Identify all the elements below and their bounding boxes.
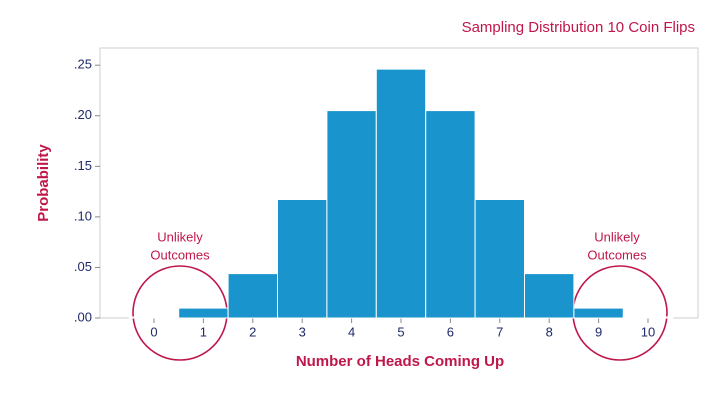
x-tick-label: 2: [249, 324, 256, 339]
x-tick-label: 8: [546, 324, 553, 339]
annotation: Unlikely: [157, 229, 203, 244]
x-tick-label: 0: [150, 324, 157, 339]
bar: [425, 110, 476, 319]
y-tick-label: .20: [74, 107, 92, 122]
y-tick-label: .10: [74, 208, 92, 223]
annotation: Unlikely: [594, 229, 640, 244]
annotation: Outcomes: [150, 247, 210, 262]
bar: [573, 307, 624, 319]
y-axis-title: Probability: [35, 144, 52, 222]
x-tick-label: 7: [496, 324, 503, 339]
bar: [326, 110, 377, 319]
y-tick-label: .25: [74, 57, 92, 72]
bar: [474, 198, 526, 319]
y-tick-label: .00: [74, 309, 92, 324]
x-tick-label: 5: [397, 324, 404, 339]
bar: [178, 307, 229, 319]
bar: [227, 273, 279, 319]
x-tick-label: 1: [200, 324, 207, 339]
annotation: Outcomes: [587, 247, 647, 262]
x-tick-label: 10: [641, 324, 655, 339]
x-tick-label: 4: [348, 324, 355, 339]
x-axis-title: Number of Heads Coming Up: [296, 353, 504, 370]
bar: [622, 316, 674, 319]
bar: [375, 68, 427, 319]
chart-title: Sampling Distribution 10 Coin Flips: [462, 19, 695, 36]
x-tick-label: 3: [299, 324, 306, 339]
x-tick-label: 9: [595, 324, 602, 339]
x-tick-label: 6: [447, 324, 454, 339]
y-tick-label: .05: [74, 259, 92, 274]
bar: [128, 316, 180, 319]
bar: [524, 273, 575, 319]
y-tick-label: .15: [74, 158, 92, 173]
bar: [277, 198, 328, 319]
